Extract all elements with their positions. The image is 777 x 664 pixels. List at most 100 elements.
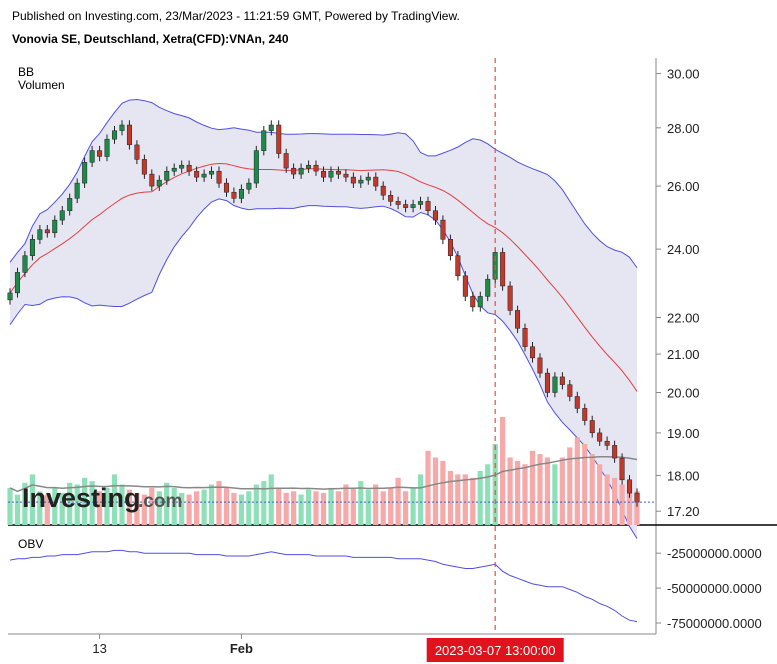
volume-bar	[52, 487, 58, 525]
candle-body	[44, 229, 50, 234]
price-tick-label: 30.00	[667, 67, 700, 82]
candle-body	[313, 164, 319, 172]
volume-bar	[141, 494, 147, 525]
candle-body	[604, 440, 610, 446]
volume-ma-line	[9, 456, 638, 493]
candle-body	[97, 150, 103, 157]
candle-body	[7, 292, 13, 301]
obv-tick-label: -50000000.0000	[667, 581, 762, 596]
candle-body	[141, 159, 147, 175]
volume-bar	[223, 487, 230, 525]
volume-bar	[597, 464, 603, 526]
candle-body	[179, 164, 185, 169]
volume-bar	[470, 477, 476, 526]
candle-body	[186, 164, 192, 172]
candle-body	[335, 170, 341, 175]
volume-bar	[231, 492, 237, 525]
candle-body	[447, 239, 453, 256]
candle-body	[291, 167, 297, 175]
candle-body	[37, 229, 43, 240]
candle-body	[537, 357, 543, 374]
price-tick-label: 20.00	[667, 386, 700, 401]
logo-suffix: .com	[138, 491, 182, 512]
candle-body	[343, 173, 349, 178]
volume-bar	[447, 471, 453, 525]
volume-bar	[582, 444, 588, 525]
volume-bar	[574, 437, 580, 526]
candle-body	[104, 138, 110, 157]
time-axis: 13 Feb	[92, 634, 253, 656]
obv-axis: -25000000.0000 -50000000.0000 -75000000.00…	[656, 546, 762, 631]
volume-bar	[291, 491, 297, 526]
candle-body	[350, 176, 356, 184]
candle-body	[455, 255, 461, 277]
volume-bar	[67, 482, 73, 525]
time-tick-label: 13	[92, 641, 106, 656]
investing-logo: Investing .com	[22, 483, 182, 513]
candle-body	[164, 170, 170, 181]
volume-bar	[559, 457, 565, 525]
candle-body	[358, 179, 364, 184]
candle-body	[418, 201, 424, 205]
candle-body	[328, 170, 334, 178]
volume-bar	[246, 491, 252, 526]
volume-bar	[432, 457, 439, 525]
candle-body	[22, 255, 28, 273]
volume-bar	[388, 487, 394, 525]
obv-series	[9, 549, 638, 623]
volume-bar	[29, 474, 35, 525]
price-axis: 30.00 28.00 26.00 24.00 22.00 21.00 20.00 19.00…	[656, 67, 700, 519]
price-tick-label: 18.00	[667, 468, 700, 483]
volume-bar	[156, 491, 162, 526]
candle-body	[59, 210, 65, 221]
candle-body	[149, 173, 155, 187]
volume-bar	[529, 450, 536, 526]
volume-bar	[134, 492, 140, 525]
price-tick-label: 28.00	[667, 121, 700, 136]
volume-bar	[313, 491, 319, 526]
volume-bar	[97, 491, 103, 526]
volume-bar	[619, 484, 625, 525]
candle-body	[171, 167, 177, 172]
candle-body	[559, 376, 565, 385]
symbol-title: Vonovia SE, Deutschland, Xetra(CFD):VNAn…	[12, 32, 289, 46]
candle-body	[477, 296, 483, 308]
candle-body	[283, 153, 289, 169]
volume-bar	[276, 487, 282, 525]
candle-body	[209, 170, 215, 175]
volume-bar	[261, 481, 267, 525]
price-tick-label: 21.00	[667, 347, 700, 362]
volume-bar	[238, 494, 244, 525]
volume-bar	[373, 484, 379, 525]
volume-bar	[544, 457, 550, 525]
candle-body	[522, 328, 528, 347]
volume-bar	[22, 482, 28, 525]
band-fill	[10, 99, 637, 539]
candle-body	[544, 372, 550, 393]
candle-body	[567, 384, 573, 397]
candle-body	[89, 150, 95, 163]
volume-bar	[74, 484, 80, 525]
volume-bar	[179, 492, 185, 525]
candle-body	[223, 182, 229, 193]
candle-body	[82, 162, 88, 184]
volume-bar	[395, 477, 401, 526]
candle-body	[552, 376, 558, 393]
band-upper	[9, 98, 638, 268]
price-tick-label: 26.00	[667, 179, 700, 194]
candle-body	[238, 188, 244, 199]
candle-body	[52, 219, 58, 234]
volume-bar	[164, 482, 170, 525]
volume-bar	[82, 477, 88, 526]
volume-bar	[440, 460, 446, 525]
volume-bar	[515, 460, 521, 525]
candle-body	[321, 170, 327, 178]
bollinger-bands	[9, 98, 638, 539]
candle-body	[194, 170, 200, 178]
volume-bar	[634, 491, 640, 526]
candle-body	[276, 124, 282, 154]
candle-body	[589, 420, 595, 434]
volume-bar	[417, 474, 424, 525]
time-tick-label: Feb	[230, 641, 253, 656]
